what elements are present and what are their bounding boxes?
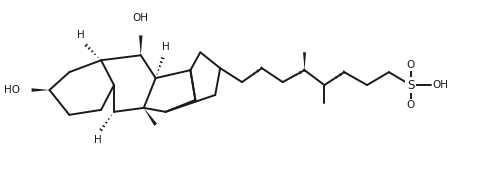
Polygon shape [32,88,50,92]
Polygon shape [303,52,306,70]
Text: O: O [407,60,415,70]
Text: H: H [94,135,102,145]
Text: HO: HO [4,85,20,95]
Text: O: O [407,100,415,110]
Text: H: H [77,30,85,41]
Polygon shape [144,108,157,126]
Text: S: S [407,79,414,92]
Text: OH: OH [133,13,149,23]
Polygon shape [139,36,143,55]
Text: OH: OH [432,80,449,90]
Text: H: H [162,42,169,52]
